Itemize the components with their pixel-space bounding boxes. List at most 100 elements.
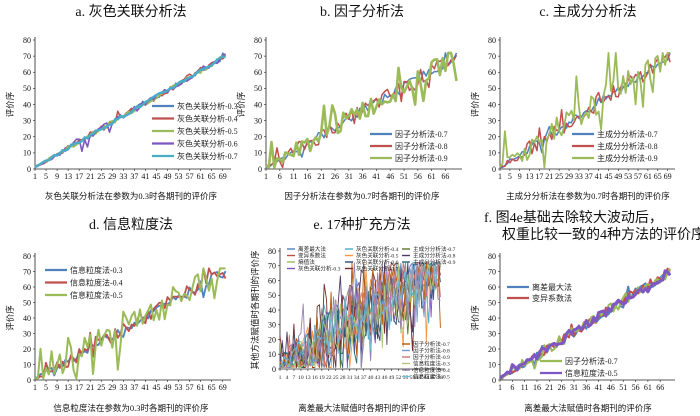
x-tick-label: 65 <box>208 383 216 392</box>
y-tick-label: 0 <box>272 365 276 374</box>
legend-entry: 因子分析法-0.9 <box>413 353 450 361</box>
chart-title: e. 17种扩充方法 <box>313 217 410 233</box>
y-tick-label: 20 <box>254 133 262 142</box>
x-tick-label: 69 <box>219 383 227 392</box>
y-tick-label: 60 <box>23 68 31 77</box>
series-line-2 <box>35 267 226 380</box>
y-axis-label: 评价序 <box>470 305 480 331</box>
legend-entry: 灰色关联分析-0.7 <box>177 151 238 161</box>
y-axis-label: 评价序 <box>236 91 246 117</box>
series-line-1 <box>35 267 227 380</box>
x-tick-label: 40 <box>368 375 374 381</box>
x-tick-label: 13 <box>64 172 72 181</box>
x-tick-label: 13 <box>305 375 311 381</box>
x-tick-label: 1 <box>279 375 282 381</box>
y-tick-label: 30 <box>488 329 496 338</box>
legend-entry: 灰色关联分析-0.5 <box>356 252 399 260</box>
y-tick-label: 10 <box>23 149 31 158</box>
x-tick-label: 13 <box>64 383 72 392</box>
x-tick-label: 4 <box>286 375 289 381</box>
legend-entry: 灰色关联分析-0.5 <box>177 126 238 136</box>
series-line-2 <box>265 51 458 169</box>
x-tick-label: 25 <box>555 172 563 181</box>
x-tick-label: 17 <box>75 172 83 181</box>
x-tick-label: 45 <box>152 172 160 181</box>
y-tick-label: 20 <box>23 345 31 354</box>
x-tick-label: 65 <box>654 172 662 181</box>
legend-entry: 离差最大法 <box>298 245 326 253</box>
x-tick-label: 57 <box>634 172 642 181</box>
x-tick-label: 31 <box>347 375 353 381</box>
y-tick-label: 20 <box>488 345 496 354</box>
x-tick-label: 5 <box>508 172 512 181</box>
y-tick-label: 50 <box>268 291 276 300</box>
x-tick-label: 41 <box>595 172 603 181</box>
x-tick-label: 25 <box>333 375 339 381</box>
x-tick-label: 5 <box>44 172 48 181</box>
y-tick-label: 70 <box>254 52 262 61</box>
y-tick-label: 60 <box>488 283 496 292</box>
x-tick-label: 36 <box>582 383 590 392</box>
chart-title: a. 灰色关联分析法 <box>75 3 186 20</box>
y-tick-label: 40 <box>23 100 31 109</box>
y-tick-label: 0 <box>258 165 262 174</box>
legend-entry: 灰色关联分析-0.4 <box>177 114 238 124</box>
x-tick-label: 57 <box>186 172 194 181</box>
x-tick-label: 46 <box>382 375 388 381</box>
y-tick-label: 50 <box>488 84 496 93</box>
x-tick-label: 26 <box>558 383 566 392</box>
x-tick-label: 17 <box>535 172 543 181</box>
x-tick-label: 9 <box>55 383 59 392</box>
y-tick-label: 60 <box>488 68 496 77</box>
y-tick-label: 10 <box>23 360 31 369</box>
x-tick-label: 66 <box>656 383 664 392</box>
y-tick-label: 60 <box>254 68 262 77</box>
x-tick-label: 36 <box>359 172 367 181</box>
chart-title: d. 信息粒度法 <box>89 216 173 233</box>
x-tick-label: 26 <box>331 172 339 181</box>
x-tick-label: 37 <box>585 172 593 181</box>
x-tick-label: 17 <box>75 383 83 392</box>
x-tick-label: 53 <box>175 172 183 181</box>
chart-title-line-1: f. 图4e基础去除较大波动后， <box>484 209 663 226</box>
x-tick-label: 5 <box>44 383 48 392</box>
x-tick-label: 1 <box>33 383 37 392</box>
y-axis-label: 评价序 <box>5 91 15 117</box>
chart-title: f. 图4e基础去除较大波动后，权重比较一致的4种方法的评价序对比 <box>484 209 700 243</box>
legend-entry: 熵值法 <box>298 258 315 266</box>
x-tick-label: 41 <box>141 383 149 392</box>
x-tick-label: 29 <box>565 172 573 181</box>
y-tick-label: 0 <box>492 376 496 385</box>
x-tick-label: 21 <box>317 172 325 181</box>
x-tick-label: 7 <box>293 375 296 381</box>
legend-entry: 因子分析法-0.7 <box>565 356 618 366</box>
x-tick-label: 49 <box>614 172 622 181</box>
y-tick-label: 70 <box>23 52 31 61</box>
x-tick-label: 25 <box>97 172 105 181</box>
x-tick-label: 16 <box>312 375 318 381</box>
x-axis-label: 信息粒度法在参数为0.3时各期刊的评价序 <box>53 403 209 413</box>
x-axis-label: 离差最大法赋值时各期刊的评价序 <box>524 403 652 413</box>
y-tick-label: 0 <box>492 165 496 174</box>
legend-entry: 主成分分析法-0.7 <box>413 245 456 253</box>
x-tick-label: 1 <box>498 172 502 181</box>
y-tick-label: 80 <box>488 252 496 261</box>
x-tick-label: 19 <box>319 375 325 381</box>
y-tick-label: 40 <box>254 100 262 109</box>
legend-entry: 信息粒度法-0.5 <box>565 368 618 378</box>
y-tick-label: 20 <box>268 335 276 344</box>
x-tick-label: 28 <box>340 375 346 381</box>
x-tick-label: 61 <box>428 172 436 181</box>
legend-entry: 信息粒度法-0.4 <box>413 366 450 374</box>
x-axis-label: 灰色关联分析法在参数为0.3时各期刊的评价序 <box>45 191 218 201</box>
x-tick-label: 37 <box>130 383 138 392</box>
y-tick-label: 80 <box>23 36 31 45</box>
x-tick-label: 51 <box>619 383 627 392</box>
x-tick-label: 64 <box>424 375 430 381</box>
y-tick-label: 80 <box>268 247 276 256</box>
y-tick-label: 0 <box>27 165 31 174</box>
y-tick-label: 30 <box>23 329 31 338</box>
